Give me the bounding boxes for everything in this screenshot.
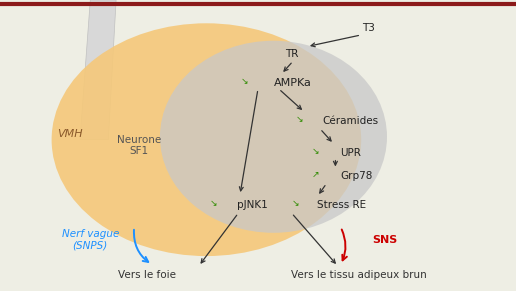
Text: pJNK1: pJNK1: [237, 200, 268, 210]
Text: Neurone
SF1: Neurone SF1: [117, 135, 162, 156]
Text: Nerf vague
(SNPS): Nerf vague (SNPS): [61, 229, 119, 251]
Text: TR: TR: [285, 49, 298, 59]
Text: VMH: VMH: [57, 129, 83, 139]
Text: Vers le foie: Vers le foie: [118, 270, 176, 280]
Ellipse shape: [160, 41, 387, 233]
Text: SNS: SNS: [372, 235, 397, 245]
Text: ↘: ↘: [292, 199, 299, 208]
Ellipse shape: [52, 23, 361, 256]
Text: Stress RE: Stress RE: [317, 200, 366, 210]
Text: ↘: ↘: [241, 78, 248, 86]
Text: ↗: ↗: [312, 170, 319, 179]
Text: T3: T3: [363, 23, 375, 33]
Text: UPR: UPR: [341, 148, 361, 158]
Text: Céramides: Céramides: [322, 116, 379, 126]
Text: ↘: ↘: [312, 147, 319, 156]
Text: Vers le tissu adipeux brun: Vers le tissu adipeux brun: [291, 270, 427, 280]
Text: ↘: ↘: [296, 115, 303, 124]
Text: ↘: ↘: [209, 199, 217, 208]
Polygon shape: [80, 0, 116, 140]
Text: AMPKa: AMPKa: [273, 78, 311, 88]
Text: Grp78: Grp78: [341, 171, 373, 181]
